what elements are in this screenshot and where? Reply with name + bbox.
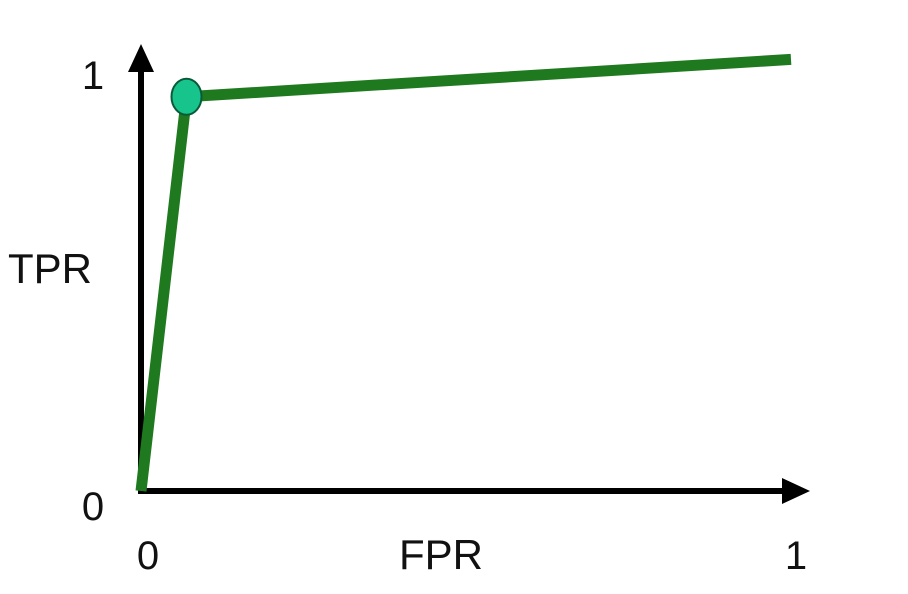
operating-point-marker-0	[170, 77, 203, 116]
series-layer	[135, 53, 792, 492]
roc-curve-line-0	[135, 53, 792, 492]
y-axis-arrow-icon	[128, 44, 154, 72]
marker-layer	[170, 77, 203, 116]
y-tick-label-0: 0	[82, 485, 104, 529]
axes	[128, 44, 810, 504]
y-tick-label-1: 1	[82, 54, 104, 98]
y-axis-title: TPR	[8, 245, 92, 292]
x-tick-label-1: 1	[785, 534, 807, 578]
x-axis-arrow-icon	[782, 478, 810, 504]
x-axis-title: FPR	[399, 531, 483, 578]
x-tick-label-0: 0	[137, 534, 159, 578]
